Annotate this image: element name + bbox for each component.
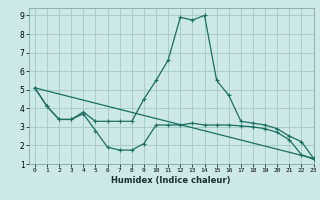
X-axis label: Humidex (Indice chaleur): Humidex (Indice chaleur) [111, 176, 231, 185]
